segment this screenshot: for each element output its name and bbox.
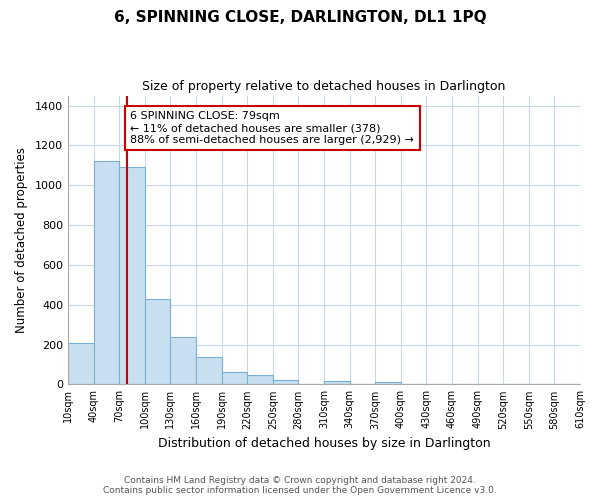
Bar (196, 356, 221, 384)
Bar (68, 342, 94, 384)
Bar (247, 375, 273, 384)
Bar (119, 168, 145, 384)
Bar (324, 382, 350, 384)
Text: Contains HM Land Registry data © Crown copyright and database right 2024.
Contai: Contains HM Land Registry data © Crown c… (103, 476, 497, 495)
Bar (273, 380, 298, 384)
Bar (221, 372, 247, 384)
Y-axis label: Number of detached properties: Number of detached properties (15, 147, 28, 333)
Text: 6, SPINNING CLOSE, DARLINGTON, DL1 1PQ: 6, SPINNING CLOSE, DARLINGTON, DL1 1PQ (113, 10, 487, 25)
Text: 6 SPINNING CLOSE: 79sqm
← 11% of detached houses are smaller (378)
88% of semi-d: 6 SPINNING CLOSE: 79sqm ← 11% of detache… (130, 112, 414, 144)
Bar (94, 162, 119, 384)
Title: Size of property relative to detached houses in Darlington: Size of property relative to detached ho… (142, 80, 506, 93)
Bar (145, 299, 170, 384)
Bar (375, 382, 401, 384)
X-axis label: Distribution of detached houses by size in Darlington: Distribution of detached houses by size … (158, 437, 490, 450)
Bar (170, 336, 196, 384)
